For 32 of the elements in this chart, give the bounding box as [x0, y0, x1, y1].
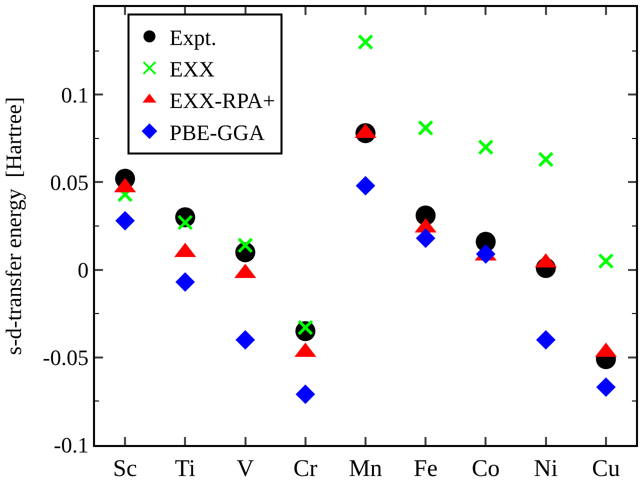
x-tick-label: Sc — [113, 456, 138, 482]
legend-label: Expt. — [169, 24, 217, 50]
x-tick-label: Cu — [592, 456, 620, 482]
point — [175, 272, 195, 292]
legend-label: EXX-RPA+ — [169, 88, 276, 114]
point — [418, 120, 434, 136]
y-tick-label: 0.1 — [61, 82, 89, 108]
x-tick-label: Fe — [414, 456, 438, 482]
y-tick-label: 0 — [78, 258, 89, 282]
point — [536, 330, 556, 350]
x-tick-label: Ti — [174, 456, 196, 482]
point — [538, 151, 554, 168]
point — [358, 34, 374, 50]
x-tick-label: Co — [472, 456, 500, 482]
point — [236, 330, 256, 350]
legend-label: PBE-GGA — [169, 120, 265, 145]
y-axis-title: s-d-transfer energy [Hartree] — [1, 97, 26, 355]
point — [356, 176, 376, 196]
x-tick-label: V — [236, 456, 255, 482]
point — [296, 384, 316, 404]
point — [416, 228, 436, 248]
x-tick-label: Mn — [348, 456, 382, 482]
y-tick-label: -0.1 — [54, 432, 89, 458]
legend-label: EXX — [169, 56, 215, 82]
point — [478, 139, 494, 156]
point — [598, 253, 614, 270]
x-tick-label: Cr — [293, 456, 318, 482]
y-tick-label: -0.05 — [42, 345, 89, 370]
point — [596, 377, 616, 397]
y-tick-label: 0.05 — [50, 170, 89, 195]
x-tick-label: Ni — [534, 456, 558, 482]
point — [115, 210, 135, 230]
